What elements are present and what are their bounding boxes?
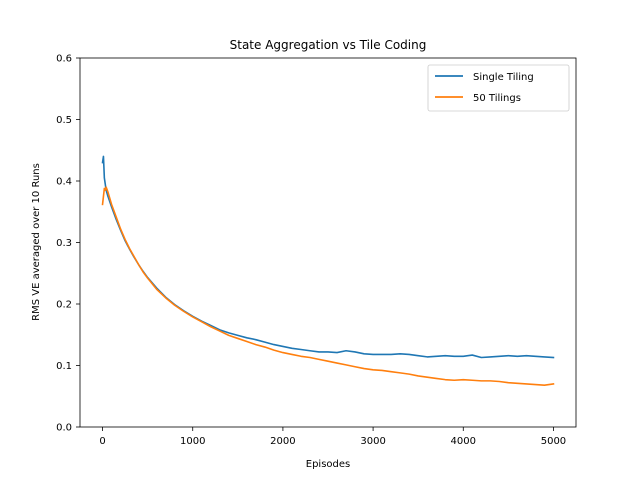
series-line-1 [101, 186, 555, 386]
y-tick-label: 0.3 [56, 238, 72, 249]
axes: 0 1000 2000 3000 4000 5000 0.0 0.1 0.2 0.3 0.4 0.5 0… [56, 54, 577, 447]
x-tick-label: 3000 [360, 436, 385, 447]
legend-box [427, 64, 570, 112]
x-tick-label: 0 [99, 436, 105, 447]
plot-area [101, 155, 555, 386]
legend-label-0: Single Tiling [473, 72, 534, 83]
x-tick-label: 2000 [270, 436, 295, 447]
y-tick-label: 0.4 [56, 177, 72, 188]
y-tick-label: 0.1 [56, 361, 72, 372]
y-tick-label: 0.0 [56, 423, 72, 434]
x-tick-label: 5000 [541, 436, 566, 447]
x-tick-label: 4000 [451, 436, 476, 447]
x-tick-label: 1000 [180, 436, 205, 447]
legend-label-1: 50 Tilings [473, 93, 521, 104]
y-tick-label: 0.6 [56, 54, 72, 65]
y-axis-title: RMS VE averaged over 10 Runs [31, 163, 42, 321]
legend: Single Tiling 50 Tilings [427, 64, 570, 112]
x-axis-title: Episodes [306, 459, 350, 470]
y-tick-label: 0.5 [56, 115, 72, 126]
y-tick-label: 0.2 [56, 300, 72, 311]
chart-title: State Aggregation vs Tile Coding [230, 38, 427, 52]
